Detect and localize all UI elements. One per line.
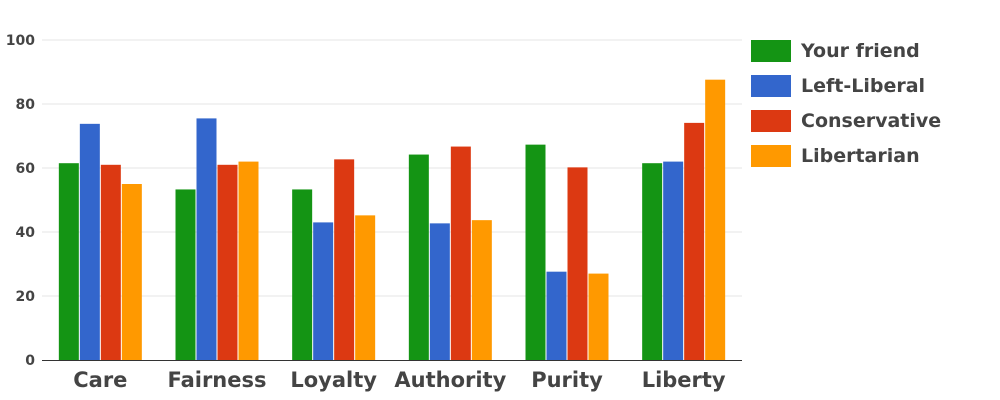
bar-loyalty-libertarian — [355, 215, 376, 360]
x-tick-label-purity: Purity — [531, 368, 603, 392]
bar-care-left-liberal — [79, 123, 100, 360]
legend-label-left-liberal: Left-Liberal — [801, 75, 925, 97]
x-tick-label-loyalty: Loyalty — [290, 368, 377, 392]
bar-authority-libertarian — [471, 220, 492, 360]
bar-purity-libertarian — [588, 273, 609, 360]
bar-loyalty-your-friend — [292, 189, 313, 360]
legend-swatch-left-liberal — [751, 75, 791, 97]
y-tick-label: 40 — [16, 225, 36, 241]
legend-label-libertarian: Libertarian — [801, 145, 920, 167]
bar-fairness-your-friend — [175, 189, 196, 360]
y-tick-label: 100 — [6, 33, 35, 49]
legend: Your friend Left-Liberal Conservative Liber… — [751, 40, 941, 167]
bar-fairness-left-liberal — [196, 118, 217, 361]
bar-fairness-conservative — [217, 164, 238, 360]
legend-swatch-libertarian — [751, 145, 791, 167]
x-tick-label-liberty: Liberty — [642, 368, 726, 392]
x-tick-label-care: Care — [73, 368, 127, 392]
bar-purity-your-friend — [525, 144, 546, 360]
bar-authority-conservative — [450, 146, 471, 360]
legend-swatch-conservative — [751, 110, 791, 132]
y-tick-label: 0 — [25, 353, 35, 369]
axes: 0 20 40 60 80 100 Care Fairness Loyalty Authority… — [6, 33, 742, 392]
bar-loyalty-left-liberal — [313, 222, 334, 360]
legend-label-conservative: Conservative — [801, 110, 941, 132]
y-tick-label: 80 — [16, 97, 36, 113]
y-tick-label: 20 — [16, 289, 36, 305]
bar-loyalty-conservative — [334, 159, 355, 360]
legend-swatch-your-friend — [751, 40, 791, 62]
bar-liberty-conservative — [684, 122, 705, 360]
gridlines — [42, 39, 742, 297]
bar-purity-conservative — [567, 167, 588, 360]
bar-authority-left-liberal — [429, 223, 450, 360]
bar-liberty-libertarian — [705, 79, 726, 361]
x-tick-label-authority: Authority — [394, 368, 506, 392]
x-tick-label-fairness: Fairness — [167, 368, 266, 392]
bar-purity-left-liberal — [546, 271, 567, 360]
bar-authority-your-friend — [408, 154, 429, 360]
bar-liberty-left-liberal — [663, 161, 684, 360]
y-tick-label: 60 — [16, 161, 36, 177]
bar-liberty-your-friend — [642, 163, 663, 360]
bar-care-libertarian — [121, 184, 142, 360]
bar-care-conservative — [100, 164, 121, 360]
bar-care-your-friend — [58, 163, 79, 360]
bars — [58, 79, 726, 361]
legend-label-your-friend: Your friend — [800, 40, 920, 62]
bar-fairness-libertarian — [238, 161, 259, 360]
